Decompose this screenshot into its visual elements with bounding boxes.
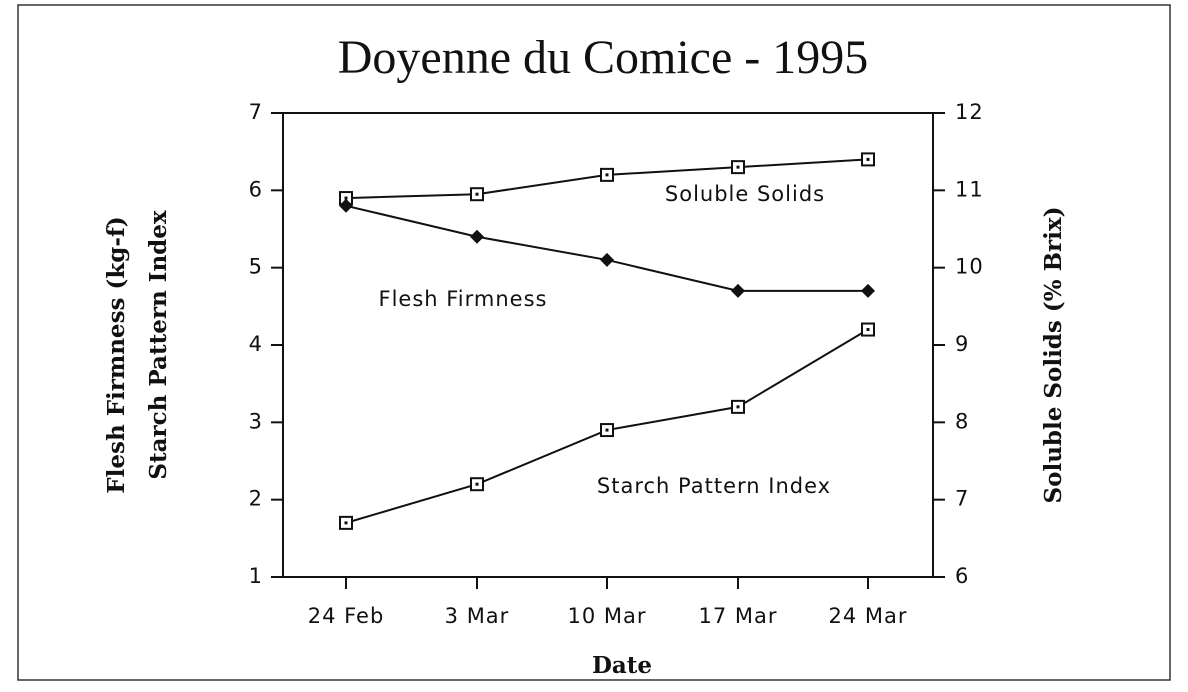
point-dot [736,405,740,409]
series-annotation: Flesh Firmness [379,287,548,311]
y2-tick-label: 8 [955,409,969,433]
y-tick-label: 7 [249,100,263,124]
point-dot [866,328,870,332]
y2-tick-label: 10 [955,255,984,279]
y-tick-label: 1 [249,564,263,588]
point-dot [344,196,348,200]
series-annotation: Starch Pattern Index [597,474,831,498]
point-dot [344,521,348,525]
y-axis-label: Starch Pattern Index [145,210,172,479]
point [470,229,484,244]
y2-tick-label: 6 [955,564,969,588]
point-dot [475,482,479,486]
point [600,252,614,267]
x-tick-label: 17 Mar [698,604,777,628]
point [339,198,353,213]
x-tick-label: 10 Mar [567,604,646,628]
x-tick-label: 3 Mar [445,604,510,628]
point-dot [475,192,479,196]
y-axis-label: Flesh Firmness (kg-f) [103,216,130,493]
point-dot [605,428,609,432]
y-tick-label: 5 [249,255,263,279]
y-tick-label: 4 [249,332,263,356]
point [731,283,745,298]
point [861,283,875,298]
frame [17,4,1171,681]
y2-tick-label: 7 [955,487,969,511]
y-tick-label: 3 [249,409,263,433]
y2-tick-label: 12 [955,100,984,124]
point-dot [736,165,740,169]
x-tick-label: 24 Mar [828,604,907,628]
point-dot [605,173,609,177]
y-tick-label: 2 [249,487,263,511]
point-dot [866,157,870,161]
y-tick-label: 6 [249,177,263,201]
series-annotation: Soluble Solids [665,182,825,206]
y2-tick-label: 11 [955,177,984,201]
x-axis-label: Date [592,652,652,679]
y2-axis-label: Soluble Solids (% Brix) [1040,207,1067,504]
chart-title: Doyenne du Comice - 1995 [338,31,869,84]
series-line [345,204,868,292]
y2-tick-label: 9 [955,332,969,356]
plot-area [282,112,934,578]
x-tick-label: 24 Feb [308,604,385,628]
